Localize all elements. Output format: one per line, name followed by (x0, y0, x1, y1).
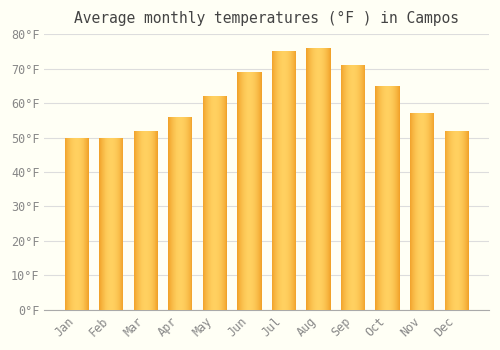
Title: Average monthly temperatures (°F ) in Campos: Average monthly temperatures (°F ) in Ca… (74, 11, 459, 26)
